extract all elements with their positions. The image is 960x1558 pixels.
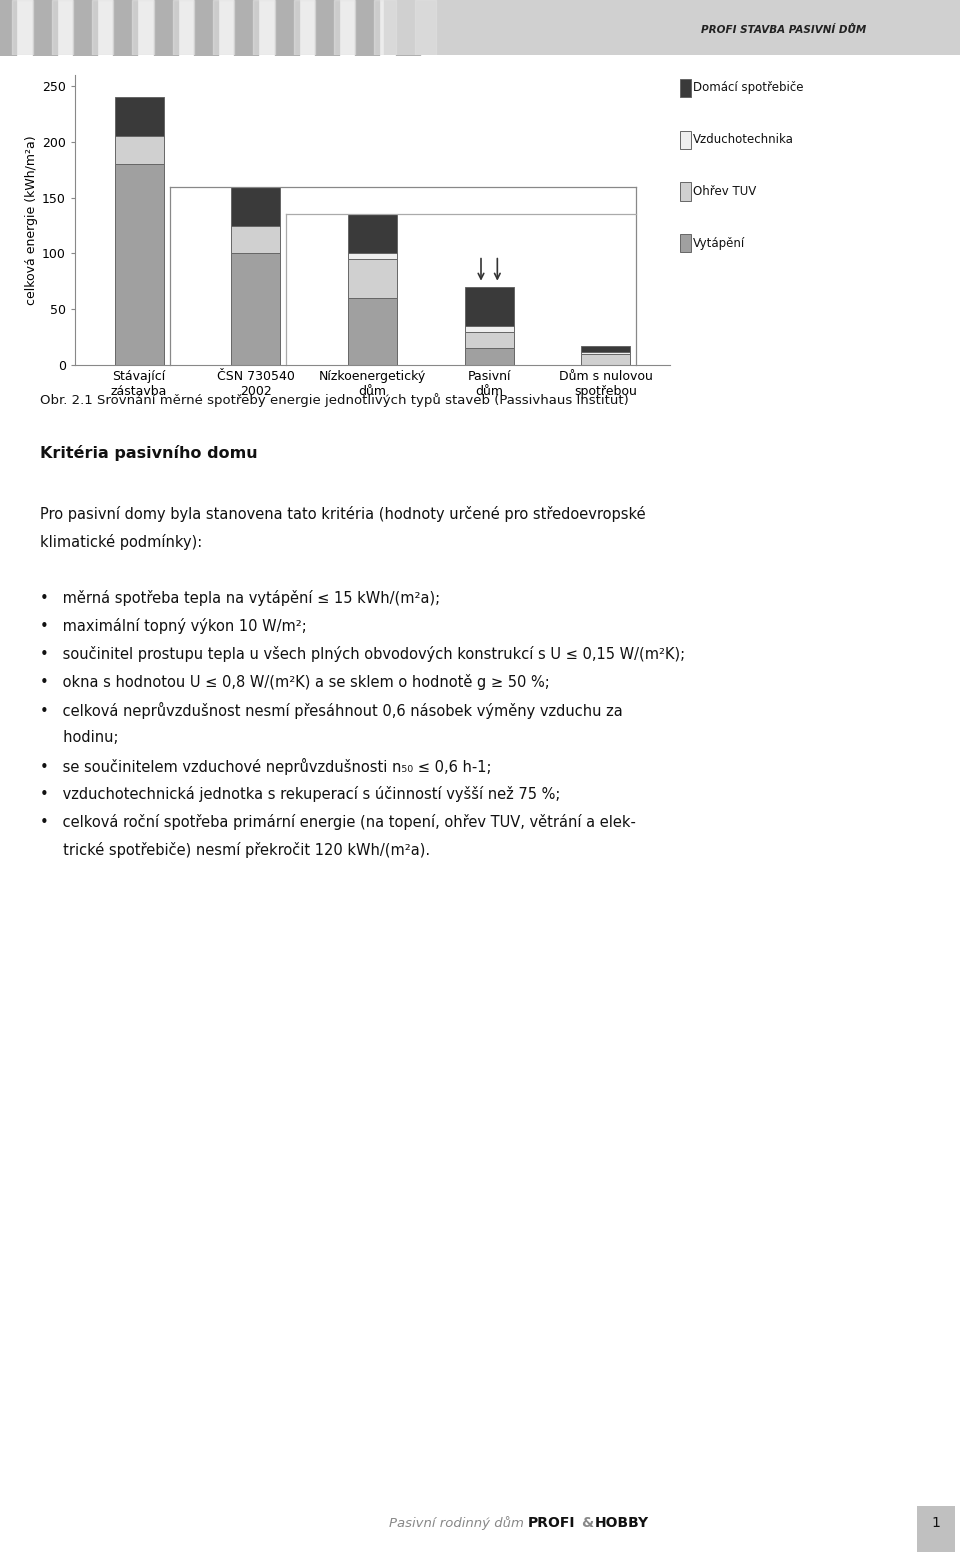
Bar	[231, 187, 280, 226]
Bar	[348, 298, 397, 365]
Text: Ohřev TUV: Ohřev TUV	[693, 185, 756, 198]
Bar	[374, 0, 396, 55]
Bar	[348, 259, 397, 298]
Bar	[253, 0, 275, 55]
Text: •   maximální topný výkon 10 W/m²;: • maximální topný výkon 10 W/m²;	[40, 619, 307, 634]
Text: •   součinitel prostupu tepla u všech plných obvodových konstrukcí s U ≤ 0,15 W/: • součinitel prostupu tepla u všech plný…	[40, 647, 685, 662]
Bar	[348, 215, 397, 254]
Text: klimatické podmínky):: klimatické podmínky):	[40, 534, 203, 550]
Text: HOBBY: HOBBY	[595, 1516, 649, 1530]
Bar	[114, 97, 163, 137]
Bar	[231, 254, 280, 365]
Bar	[465, 349, 514, 365]
Bar	[12, 0, 33, 55]
Bar	[582, 354, 631, 365]
Text: trické spotřebiče) nesmí překročit 120 kWh/(m²a).: trické spotřebiče) nesmí překročit 120 k…	[40, 841, 430, 858]
Text: Vytápění: Vytápění	[693, 237, 745, 249]
Bar	[52, 0, 73, 55]
Text: •   celková roční spotřeba primární energie (na topení, ohřev TUV, větrání a ele: • celková roční spotřeba primární energi…	[40, 813, 636, 830]
FancyBboxPatch shape	[680, 234, 691, 252]
Text: Domácí spotřebiče: Domácí spotřebiče	[693, 81, 804, 95]
Bar	[465, 332, 514, 349]
Y-axis label: celková energie (kWh/m²a): celková energie (kWh/m²a)	[25, 136, 38, 305]
Bar	[173, 0, 194, 55]
FancyBboxPatch shape	[680, 131, 691, 148]
Bar	[384, 0, 960, 55]
Text: •   měrná spotřeba tepla na vytápění ≤ 15 kWh/(m²a);: • měrná spotřeba tepla na vytápění ≤ 15 …	[40, 590, 440, 606]
Bar	[132, 0, 154, 55]
FancyBboxPatch shape	[680, 79, 691, 97]
Text: •   se součinitelem vzduchové neprůvzdušnosti n₅₀ ≤ 0,6 h-1;: • se součinitelem vzduchové neprůvzdušno…	[40, 757, 492, 774]
Bar	[582, 346, 631, 352]
Text: •   okna s hodnotou U ≤ 0,8 W/(m²K) a se sklem o hodnotě g ≥ 50 %;: • okna s hodnotou U ≤ 0,8 W/(m²K) a se s…	[40, 675, 550, 690]
Text: Vzduchotechnika: Vzduchotechnika	[693, 134, 794, 146]
Text: PROFI: PROFI	[528, 1516, 575, 1530]
Text: Obr. 2.1 Srovnání měrné spotřeby energie jednotlivých typů staveb (Passivhaus In: Obr. 2.1 Srovnání měrné spotřeby energie…	[40, 393, 629, 407]
Text: &: &	[581, 1516, 593, 1530]
Bar	[334, 0, 355, 55]
Text: hodinu;: hodinu;	[40, 729, 118, 745]
FancyBboxPatch shape	[917, 1505, 955, 1552]
Text: PROFI STAVBA PASIVNÍ DŮM: PROFI STAVBA PASIVNÍ DŮM	[701, 25, 866, 36]
Bar	[92, 0, 113, 55]
Bar	[348, 254, 397, 259]
Text: Kritéria pasivního domu: Kritéria pasivního domu	[40, 446, 257, 461]
Bar	[294, 0, 315, 55]
Text: •   vzduchotechnická jednotka s rekuperací s účinností vyšší než 75 %;: • vzduchotechnická jednotka s rekuperací…	[40, 785, 561, 802]
Bar	[231, 226, 280, 254]
Bar	[465, 287, 514, 326]
Bar	[213, 0, 234, 55]
Bar	[582, 352, 631, 354]
Text: Pasivní rodinný dům: Pasivní rodinný dům	[389, 1516, 528, 1530]
Text: Pro pasivní domy byla stanovena tato kritéria (hodnoty určené pro středoevropské: Pro pasivní domy byla stanovena tato kri…	[40, 506, 646, 522]
Text: 2: 2	[928, 53, 951, 87]
Bar	[465, 326, 514, 332]
Text: 1: 1	[931, 1516, 941, 1530]
Text: •   celková neprůvzdušnost nesmí přesáhnout 0,6 násobek výměny vzduchu za: • celková neprůvzdušnost nesmí přesáhnou…	[40, 703, 623, 718]
Bar	[114, 137, 163, 164]
Bar	[415, 0, 436, 55]
FancyBboxPatch shape	[680, 182, 691, 201]
Bar	[114, 164, 163, 365]
